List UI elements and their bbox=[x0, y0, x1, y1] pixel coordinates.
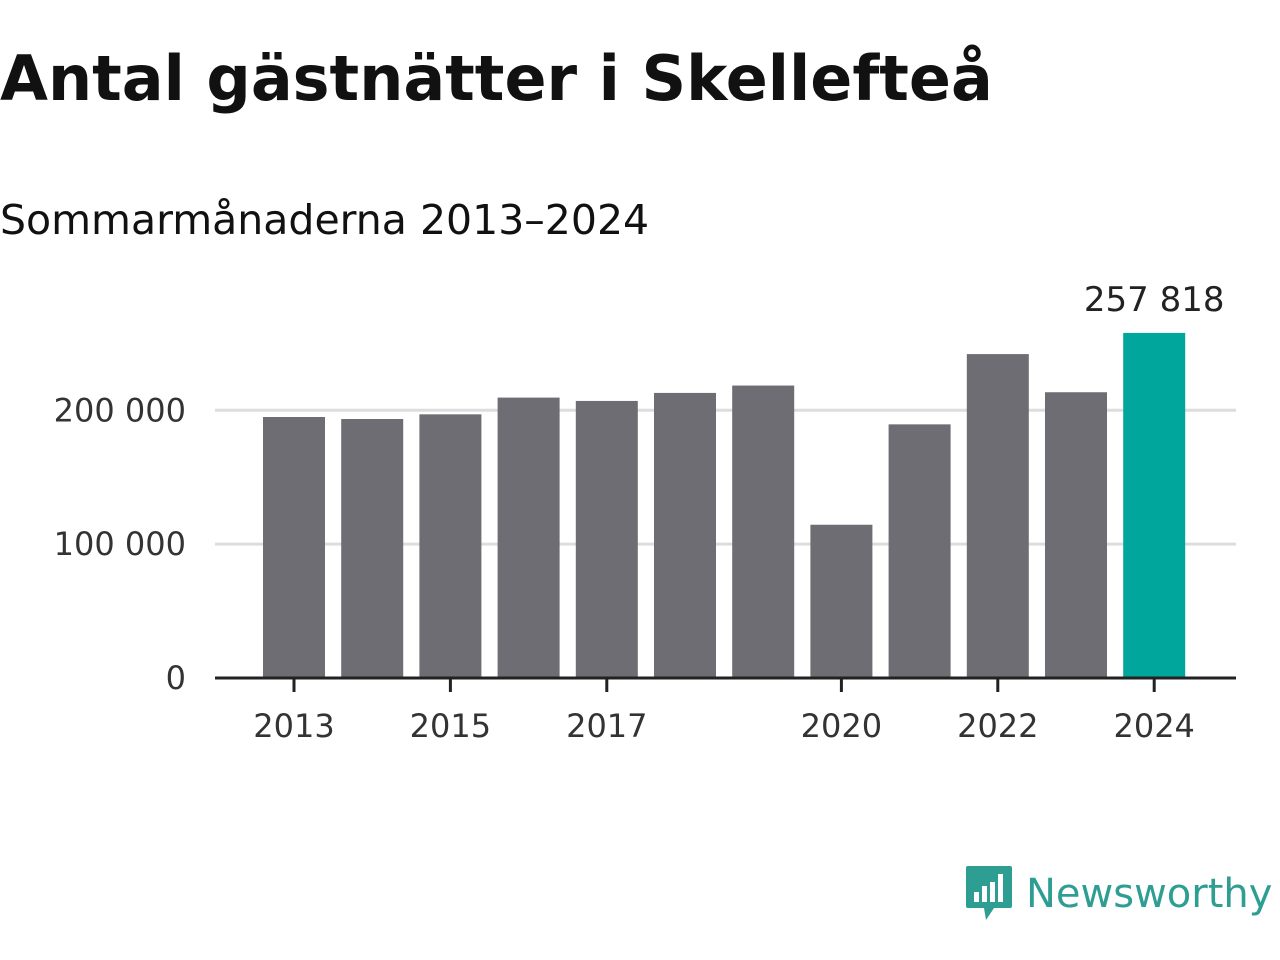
bars bbox=[263, 332, 1186, 678]
bar-2013 bbox=[263, 417, 325, 678]
bar-2015 bbox=[419, 414, 482, 678]
x-tick-label: 2017 bbox=[566, 707, 647, 745]
chart-subtitle: Sommarmånaderna 2013–2024 bbox=[0, 196, 650, 244]
bar-2024 bbox=[1123, 332, 1186, 678]
x-tick-label: 2015 bbox=[410, 707, 491, 745]
bar-2020 bbox=[810, 524, 873, 678]
x-tick-label: 2020 bbox=[801, 707, 882, 745]
bar-2016 bbox=[497, 397, 560, 678]
axes bbox=[215, 676, 1236, 692]
newsworthy-logo-icon bbox=[966, 866, 1012, 920]
x-tick-label: 2013 bbox=[253, 707, 334, 745]
labels: 0 100 000 200 000 2013 2015 2017 2020 2022 2024 2… bbox=[54, 280, 1225, 745]
data-label: 257 818 bbox=[1084, 280, 1225, 320]
y-tick-label: 100 000 bbox=[54, 525, 186, 563]
bar-2022 bbox=[966, 354, 1029, 678]
bar-2018 bbox=[654, 392, 716, 678]
bar-2019 bbox=[732, 385, 795, 678]
bar-2017 bbox=[575, 400, 638, 678]
bar-2014 bbox=[341, 419, 404, 678]
brand-name: Newsworthy bbox=[1026, 871, 1273, 917]
x-tick-label: 2024 bbox=[1113, 707, 1194, 745]
x-tick-label: 2022 bbox=[957, 707, 1038, 745]
chart-title: Antal gästnätter i Skellefteå bbox=[0, 42, 993, 115]
y-tick-label: 0 bbox=[166, 659, 186, 697]
newsworthy-brand: Newsworthy bbox=[964, 864, 1272, 924]
y-tick-label: 200 000 bbox=[54, 391, 186, 429]
bar-2021 bbox=[888, 424, 951, 678]
bar-2023 bbox=[1045, 392, 1107, 678]
